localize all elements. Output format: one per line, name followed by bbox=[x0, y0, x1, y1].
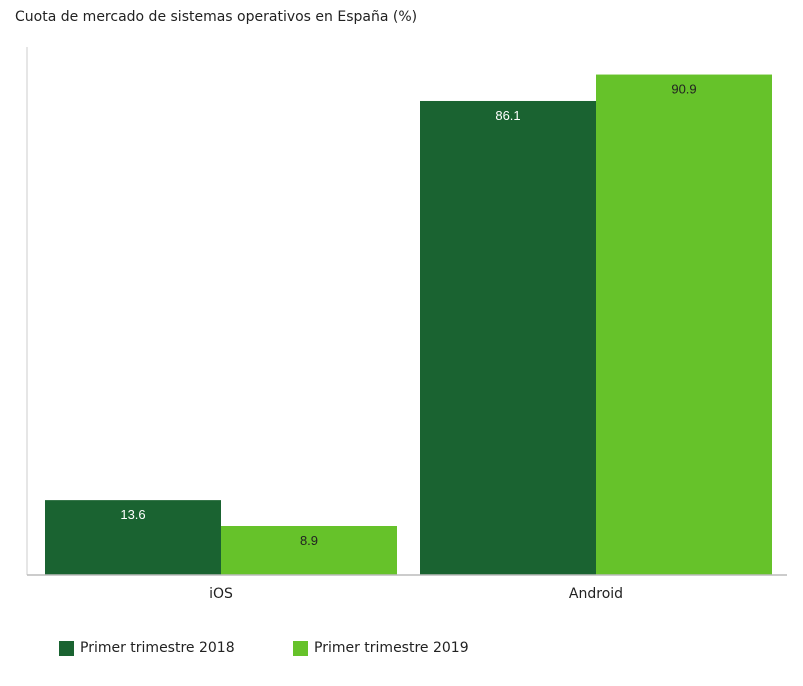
data-label-ios-series-1: 13.6 bbox=[120, 507, 145, 522]
legend-label-series-2: Primer trimestre 2019 bbox=[314, 640, 469, 656]
legend-label-series-1: Primer trimestre 2018 bbox=[80, 640, 235, 656]
bars-layer bbox=[45, 74, 772, 576]
data-label-android-series-1: 86.1 bbox=[495, 108, 520, 123]
bar-android-series-2[interactable] bbox=[596, 74, 772, 576]
chart-title: Cuota de mercado de sistemas operativos … bbox=[15, 9, 418, 25]
legend-swatch-series-2 bbox=[293, 640, 308, 656]
bar-ios-series-1[interactable] bbox=[45, 500, 221, 575]
x-tick-labels-layer: iOS Android bbox=[209, 586, 623, 602]
legend-item-series-2[interactable]: Primer trimestre 2019 bbox=[293, 640, 469, 656]
data-label-ios-series-2: 8.9 bbox=[300, 533, 318, 548]
legend-item-series-1[interactable]: Primer trimestre 2018 bbox=[59, 640, 235, 656]
data-label-android-series-2: 90.9 bbox=[671, 82, 696, 97]
legend-swatch-series-1 bbox=[59, 640, 74, 656]
data-labels-layer: 13.6 8.9 86.1 90.9 bbox=[120, 82, 696, 548]
bar-ios-series-2[interactable] bbox=[221, 526, 397, 575]
legend: Primer trimestre 2018 Primer trimestre 2… bbox=[0, 640, 803, 664]
bar-android-series-1[interactable] bbox=[420, 100, 596, 575]
x-tick-label-ios: iOS bbox=[209, 586, 233, 602]
x-tick-label-android: Android bbox=[569, 586, 623, 602]
